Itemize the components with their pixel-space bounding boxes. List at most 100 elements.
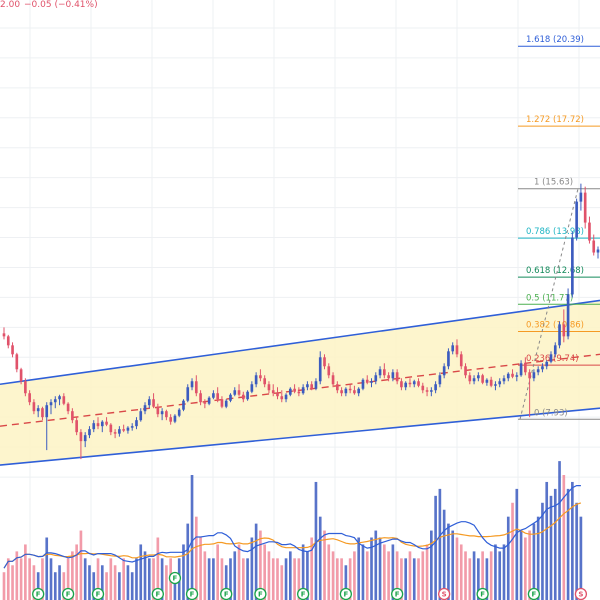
volume-bar <box>118 572 121 600</box>
candle-body <box>447 351 450 367</box>
volume-bar <box>348 558 352 600</box>
candle-body <box>327 366 331 376</box>
candle-body <box>348 388 352 391</box>
volume-bar <box>553 488 557 600</box>
candle-body <box>212 393 215 398</box>
candle-body <box>353 390 356 394</box>
candle-body <box>156 406 160 415</box>
volume-bar <box>524 537 527 600</box>
volume-bar <box>571 481 574 600</box>
channel-lower-line[interactable] <box>0 407 600 466</box>
volume-bar <box>545 481 549 600</box>
volume-bar <box>391 544 395 600</box>
candle-body <box>284 394 288 400</box>
candle-body <box>532 372 536 379</box>
candle-body <box>541 366 544 370</box>
candle-body <box>515 375 519 377</box>
candle-body <box>220 399 224 407</box>
volume-bar <box>395 551 399 600</box>
candle-body <box>241 394 245 400</box>
volume-bar <box>32 565 36 600</box>
volume-bar <box>447 523 450 600</box>
candle-body <box>549 354 553 362</box>
channel-upper-line[interactable] <box>0 299 600 386</box>
candle-body <box>395 372 399 382</box>
volume-bar <box>353 551 356 600</box>
volume-bar <box>562 475 566 600</box>
volume-bar <box>263 544 267 600</box>
volume-bar <box>19 558 23 600</box>
candle-body <box>430 390 433 392</box>
event-marker-label: F <box>258 591 263 599</box>
candle-body <box>417 381 420 386</box>
fib-trend-line[interactable] <box>519 188 579 420</box>
fib-level-label: 1.272 (17.72) <box>526 115 584 125</box>
volume-bar <box>442 509 446 600</box>
candle-body <box>246 391 249 400</box>
candle-body <box>588 222 591 241</box>
candle-body <box>24 381 27 394</box>
candle-body <box>489 379 493 386</box>
fib-level-label: 0.618 (12.68) <box>526 266 584 276</box>
volume-bar <box>2 572 6 600</box>
candle-body <box>562 324 566 337</box>
volume-bar <box>24 544 27 600</box>
volume-bar <box>53 572 57 600</box>
volume-bar <box>194 516 198 600</box>
channel-midline[interactable] <box>0 353 600 427</box>
volume-bar <box>335 558 339 600</box>
volume-bar <box>212 558 215 600</box>
candle-body <box>524 363 527 373</box>
candle-body <box>53 399 57 403</box>
candle-body <box>250 384 254 392</box>
volume-bar <box>41 558 44 600</box>
candle-body <box>186 387 190 401</box>
volume-bar <box>506 516 510 600</box>
volume-bar <box>430 530 433 600</box>
volume-bar <box>147 558 151 600</box>
volume-bar <box>207 558 211 600</box>
volume-bar <box>160 558 164 600</box>
volume-bar <box>280 565 284 600</box>
volume-bar <box>66 558 70 600</box>
volume-bar <box>229 558 232 600</box>
candle-body <box>455 345 459 355</box>
candle-body <box>412 381 416 385</box>
candle-body <box>545 361 549 367</box>
event-marker-label: S <box>578 591 583 599</box>
candle-body <box>477 375 480 379</box>
volume-bar <box>182 544 185 600</box>
candle-body <box>194 381 198 394</box>
candle-body <box>498 381 502 385</box>
volume-bar <box>459 544 463 600</box>
volume-bar <box>434 495 437 600</box>
event-marker-label: F <box>173 575 178 583</box>
price-channel[interactable] <box>0 299 600 466</box>
volume-bar <box>293 558 296 600</box>
volume-bar <box>105 572 108 600</box>
candle-body <box>365 379 369 383</box>
candle-body <box>143 405 147 412</box>
volume-bar <box>237 544 241 600</box>
candle-body <box>224 400 228 407</box>
volume-bar <box>96 558 100 600</box>
volume-bar <box>485 558 489 600</box>
volume-bar <box>502 544 506 600</box>
candle-body <box>485 379 489 383</box>
candle-body <box>139 411 143 421</box>
candle-body <box>41 408 44 418</box>
volume-bar <box>297 558 301 600</box>
candle-body <box>314 381 318 389</box>
candle-body <box>306 384 309 388</box>
event-marker-circle[interactable] <box>168 571 182 585</box>
volume-bar <box>28 558 31 600</box>
volume-bar <box>276 558 279 600</box>
volume-bar <box>408 551 412 600</box>
candle-body <box>571 237 574 295</box>
volume-bar <box>246 558 249 600</box>
volume-bar <box>58 565 61 600</box>
candle-body <box>263 378 267 385</box>
volume-bar <box>156 537 160 600</box>
candle-body <box>233 390 237 395</box>
